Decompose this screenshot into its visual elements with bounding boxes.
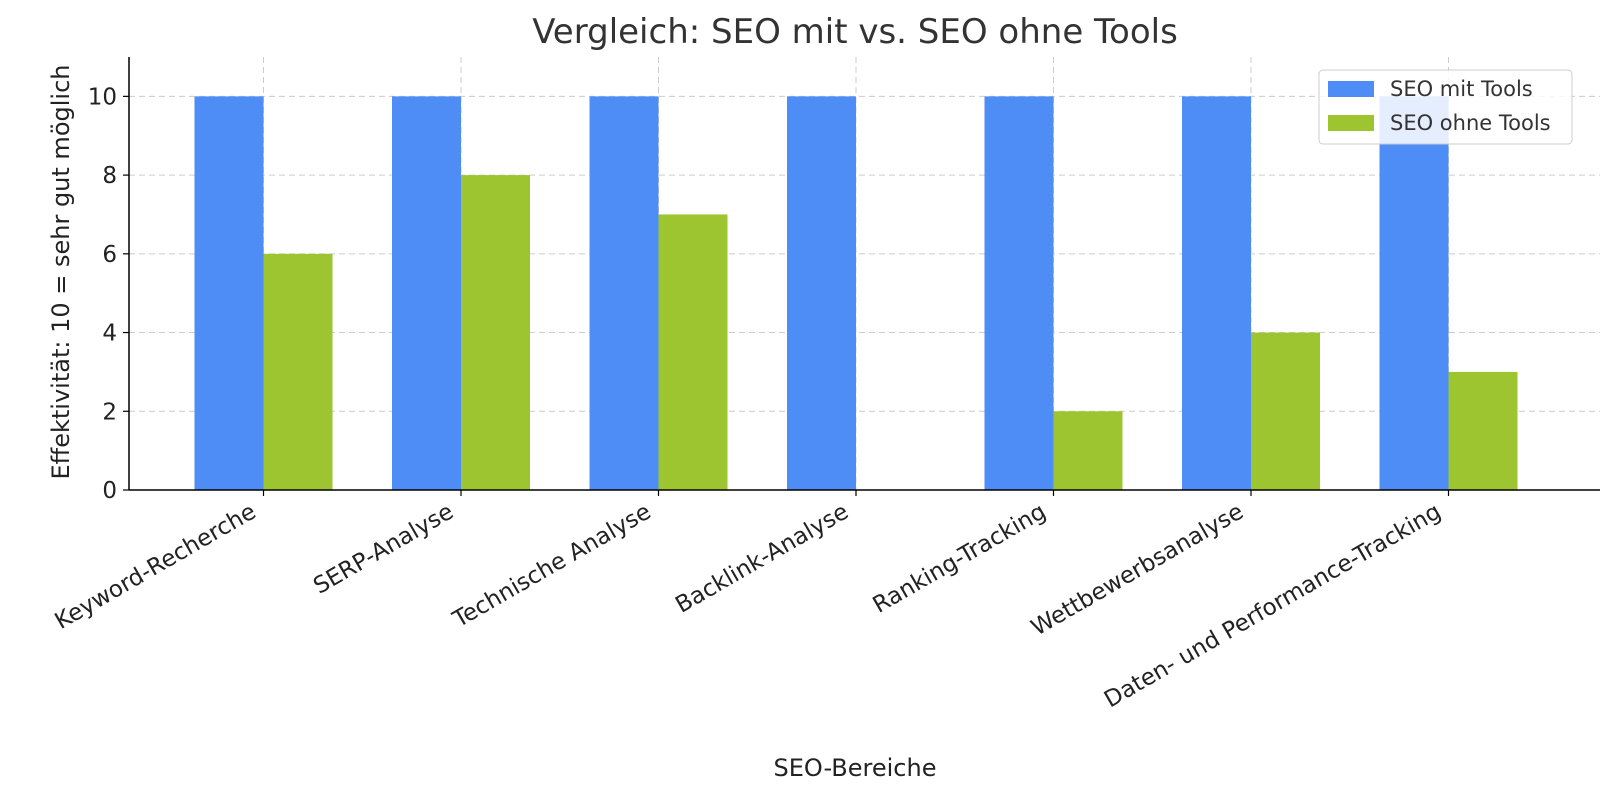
legend: SEO mit Tools SEO ohne Tools (1318, 69, 1573, 145)
y-tick-label: 8 (102, 163, 117, 189)
x-tick-label: Technische Analyse (448, 499, 656, 634)
x-tick-label: Daten- und Performance-Tracking (1100, 499, 1445, 713)
y-tick-label: 2 (102, 399, 117, 425)
x-tick-label: Ranking-Tracking (869, 499, 1051, 619)
y-tick-label: 0 (102, 478, 117, 504)
bar-seo-mit-tools (984, 96, 1054, 490)
bar-seo-ohne-tools (1448, 371, 1518, 490)
bar-seo-ohne-tools (263, 253, 333, 490)
legend-swatch (1328, 81, 1374, 97)
bar-seo-mit-tools (392, 96, 461, 490)
bars (194, 96, 1518, 491)
legend-box (1318, 69, 1573, 145)
bar-seo-ohne-tools (1053, 411, 1123, 490)
bar-seo-ohne-tools (461, 175, 530, 490)
legend-label: SEO mit Tools (1390, 77, 1533, 101)
bar-seo-mit-tools (1182, 96, 1251, 490)
y-tick-label: 4 (102, 321, 117, 347)
bar-seo-mit-tools (787, 96, 856, 490)
y-tick-label: 6 (102, 242, 117, 268)
legend-label: SEO ohne Tools (1390, 111, 1551, 135)
legend-swatch (1328, 115, 1374, 131)
x-axis-label: SEO-Bereiche (774, 754, 937, 782)
bar-seo-ohne-tools (1251, 332, 1320, 490)
x-tick-label: Keyword-Recherche (51, 499, 261, 635)
x-tick-label: Backlink-Analyse (671, 499, 853, 619)
x-tick-label: SERP-Analyse (309, 499, 458, 600)
y-axis-label: Effektivität: 10 = sehr gut möglich (47, 65, 75, 480)
x-tick-label: Wettbewerbsanalyse (1027, 499, 1248, 642)
axes (128, 57, 1600, 491)
bar-seo-mit-tools (589, 96, 659, 490)
y-tick-label: 10 (88, 84, 117, 110)
bar-seo-mit-tools (1379, 96, 1449, 490)
chart-title: Vergleich: SEO mit vs. SEO ohne Tools (532, 12, 1178, 52)
bar-seo-ohne-tools (658, 214, 728, 491)
bar-seo-mit-tools (194, 96, 264, 490)
